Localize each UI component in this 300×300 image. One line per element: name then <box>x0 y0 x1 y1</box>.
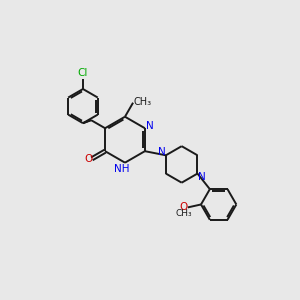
Text: O: O <box>180 202 188 212</box>
Text: CH₃: CH₃ <box>176 209 192 218</box>
Text: Cl: Cl <box>78 68 88 78</box>
Text: N: N <box>158 147 165 157</box>
Text: CH₃: CH₃ <box>134 97 152 107</box>
Text: NH: NH <box>114 164 129 174</box>
Text: N: N <box>146 121 154 131</box>
Text: O: O <box>84 154 92 164</box>
Text: N: N <box>198 172 206 182</box>
